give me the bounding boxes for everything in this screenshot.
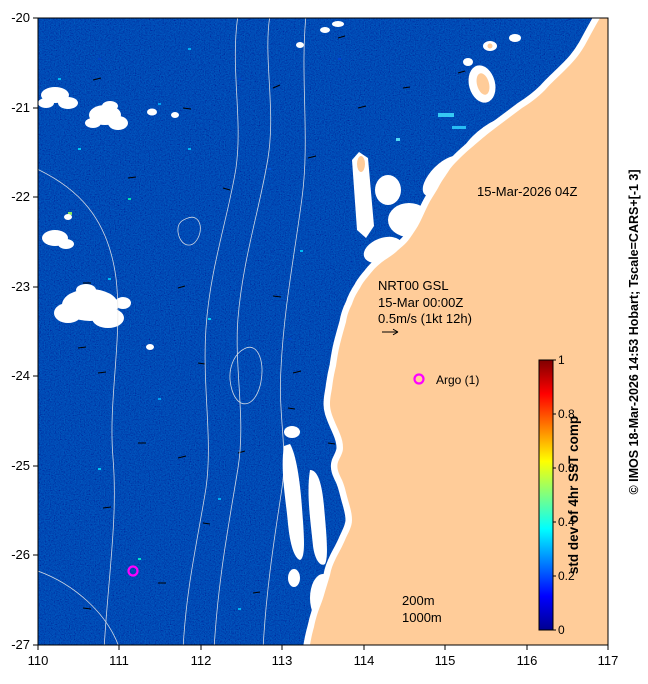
x-tick-label: 115 xyxy=(435,653,456,668)
model-name-label: NRT00 GSL xyxy=(378,278,449,293)
annotations-layer: 15-Mar-2026 04Z NRT00 GSL 15-Mar 00:00Z … xyxy=(378,184,577,625)
y-tick-label: -27 xyxy=(11,637,30,652)
x-tick-label: 112 xyxy=(191,653,212,668)
model-time-label: 15-Mar 00:00Z xyxy=(378,295,463,310)
colorbar-tick-label: 1 xyxy=(558,353,565,367)
contour-200m-label: 200m xyxy=(402,593,435,608)
argo-marker xyxy=(127,565,139,577)
x-tick-label: 113 xyxy=(272,653,293,668)
x-tick-label: 114 xyxy=(354,653,375,668)
y-axis-labels: -20 -21 -22 -23 -24 -25 -26 -27 xyxy=(11,10,30,652)
y-tick-label: -24 xyxy=(11,368,30,383)
colorbar-tick-label: 0 xyxy=(558,623,565,637)
colorbar: 1 0.8 0.6 0.4 0.2 0 std dev of 4hr SST c… xyxy=(538,353,581,637)
colorbar-tick-label: 0.4 xyxy=(558,515,575,529)
argo-marker xyxy=(413,373,425,385)
colorbar-tick-label: 0.2 xyxy=(558,569,575,583)
y-tick-label: -20 xyxy=(11,10,30,25)
colorbar-ticks xyxy=(553,359,556,631)
colorbar-tick-labels: 1 0.8 0.6 0.4 0.2 0 xyxy=(558,353,575,637)
vector-scale-arrow-icon xyxy=(382,328,399,336)
y-tick-label: -21 xyxy=(11,100,30,115)
y-tick-label: -25 xyxy=(11,458,30,473)
vector-scale-label: 0.5m/s (1kt 12h) xyxy=(378,311,472,326)
map-plot-area xyxy=(38,18,608,645)
datetime-label: 15-Mar-2026 04Z xyxy=(477,184,577,199)
contour-1000m-label: 1000m xyxy=(402,610,442,625)
argo-label: Argo (1) xyxy=(436,373,479,387)
colorbar-tick-label: 0.8 xyxy=(558,407,575,421)
offshore-islands xyxy=(463,34,521,103)
x-axis-labels: 110 111 112 113 114 115 116 117 xyxy=(28,653,619,668)
x-tick-label: 116 xyxy=(517,653,538,668)
bathymetry-contours xyxy=(38,18,307,645)
colorbar-gradient xyxy=(538,359,554,631)
colorbar-title: std dev of 4hr SST comp xyxy=(566,416,581,574)
copyright-text: © IMOS 18-Mar-2026 14:53 Hobart; Tscale=… xyxy=(627,169,641,494)
y-tick-label: -22 xyxy=(11,189,30,204)
x-tick-label: 111 xyxy=(109,653,129,668)
y-tick-label: -26 xyxy=(11,547,30,562)
cloud-patches xyxy=(38,21,344,350)
x-tick-label: 117 xyxy=(598,653,619,668)
argo-markers xyxy=(127,373,425,577)
axis-ticks xyxy=(33,17,609,650)
x-tick-label: 110 xyxy=(28,653,49,668)
colorbar-tick-label: 0.6 xyxy=(558,461,575,475)
y-tick-label: -23 xyxy=(11,279,30,294)
shark-bay-region xyxy=(282,426,327,587)
plot-border xyxy=(37,17,609,646)
